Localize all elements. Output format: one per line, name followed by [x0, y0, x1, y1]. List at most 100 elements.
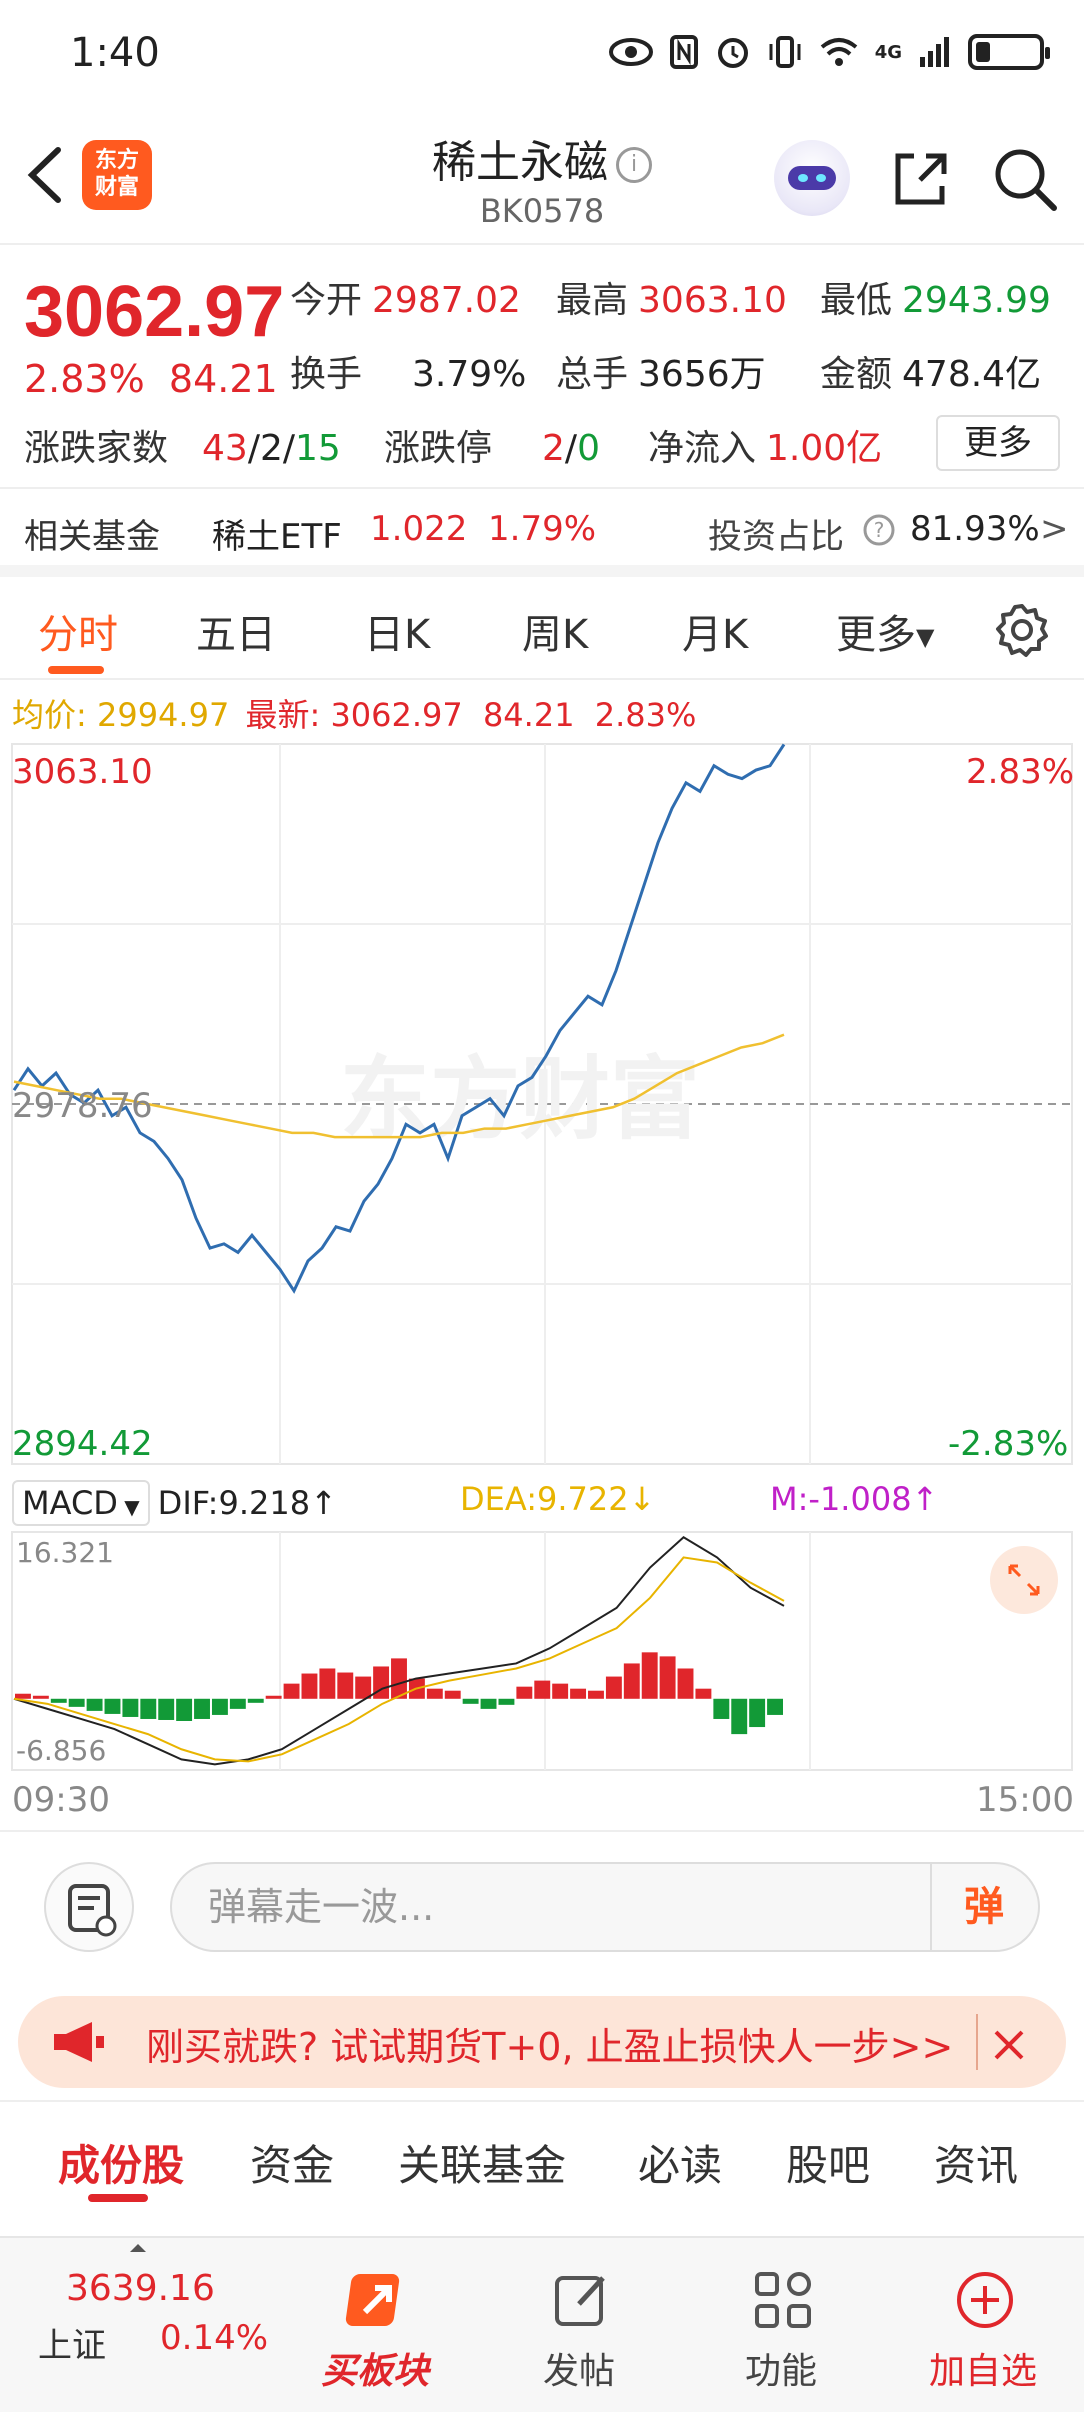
macd-ymin-label: -6.856 — [16, 1734, 107, 1767]
period-tabs: 分时 五日 日K 周K 月K 更多▼ — [0, 580, 1084, 680]
promo-banner[interactable]: 刚买就跌? 试试期货T+0, 止盈止损快人一步>> — [18, 1996, 1066, 2088]
macd-lines — [13, 1536, 785, 1766]
macd-bar — [50, 1698, 67, 1703]
low-value: 2943.99 — [902, 280, 1051, 321]
expand-icon — [1008, 1564, 1040, 1596]
limit-up: 2 — [542, 428, 565, 469]
tab-more[interactable]: 更多▼ — [836, 602, 934, 660]
macd-bar — [695, 1688, 712, 1699]
expand-button[interactable] — [990, 1546, 1058, 1614]
tab-minute[interactable]: 分时 — [38, 612, 118, 658]
macd-bar — [373, 1666, 390, 1699]
nav-buy-sector[interactable]: 买板块 — [290, 2238, 460, 2412]
comment-bar: 弹幕走一波... 弹 — [0, 1830, 1084, 1980]
open-label: 今开 — [290, 280, 363, 321]
limit-cell: 涨跌停 2/0 — [384, 428, 600, 469]
gear-icon[interactable] — [994, 602, 1050, 658]
avg-value: 2994.97 — [96, 696, 230, 734]
macd-bar — [552, 1683, 569, 1699]
macd-bar — [444, 1690, 461, 1699]
tab-monthly-k[interactable]: 月K — [682, 612, 749, 658]
macd-bar — [534, 1680, 551, 1699]
dif-label: DIF:9.218 — [157, 1484, 311, 1522]
macd-bar — [319, 1668, 336, 1699]
adv-count: 43 — [202, 428, 248, 469]
flat-count: 2 — [259, 428, 283, 469]
share-icon[interactable] — [890, 148, 950, 208]
help-icon[interactable]: ? — [862, 513, 896, 547]
macd-bar — [588, 1690, 604, 1699]
ctab-active-indicator — [88, 2194, 148, 2202]
dea-line — [13, 1556, 785, 1763]
tab-must-read[interactable]: 必读 — [638, 2141, 723, 2190]
x-start-label: 09:30 — [12, 1780, 110, 1820]
assistant-robot-icon[interactable] — [774, 140, 850, 216]
vibrate-icon — [769, 36, 801, 68]
macd-bar — [283, 1683, 300, 1699]
advdec-cell: 涨跌家数 43/2/15 — [24, 428, 341, 469]
tab-related-funds[interactable]: 关联基金 — [398, 2141, 567, 2190]
watermark-text: 东方财富 — [340, 1047, 700, 1152]
plus-circle-icon — [957, 2272, 1013, 2328]
macd-bar — [86, 1698, 103, 1711]
volume-value: 3656万 — [638, 354, 766, 395]
tab-weekly-k[interactable]: 周K — [522, 612, 589, 658]
promo-text: 刚买就跌? 试试期货T+0, 止盈止损快人一步>> — [146, 2025, 954, 2069]
nav-add-watchlist-label: 加自选 — [928, 2351, 1037, 2392]
macd-bar — [176, 1698, 193, 1721]
nav-add-watchlist[interactable]: 加自选 — [898, 2238, 1068, 2412]
tab-daily-k[interactable]: 日K — [364, 612, 431, 658]
netflow-cell: 净流入 1.00亿 — [648, 419, 882, 471]
caret-down-icon: ▼ — [117, 1495, 140, 1519]
index-name: 上证 — [38, 2326, 106, 2366]
macd-bar — [605, 1676, 622, 1699]
latest-label: 最新: — [245, 696, 321, 734]
related-fund-row[interactable]: 相关基金 稀土ETF 1.022 1.79% 投资占比 ? 81.93% > — [0, 487, 1084, 577]
more-button[interactable]: 更多 — [936, 415, 1060, 471]
logo-text-1: 东方 — [94, 148, 139, 173]
fund-pct: 1.79% — [488, 509, 597, 549]
nav-functions[interactable]: 功能 — [696, 2238, 866, 2412]
macd-bar — [301, 1673, 318, 1699]
megaphone-icon — [54, 2022, 104, 2062]
close-button[interactable] — [976, 2014, 1032, 2070]
quote-panel: 3062.97 2.83% 84.21 今开 2987.02 最高 3063.10 … — [0, 247, 1084, 577]
macd-bar — [659, 1656, 676, 1699]
back-button[interactable] — [20, 140, 80, 210]
intraday-chart[interactable]: 东方财富 — [0, 740, 1084, 1800]
battery-icon — [968, 34, 1050, 70]
search-icon[interactable] — [992, 146, 1058, 212]
macd-bar — [158, 1698, 175, 1720]
danmu-send-button[interactable]: 弹 — [930, 1864, 1036, 1950]
network-type: 4G — [874, 41, 902, 63]
macd-bar — [713, 1698, 730, 1719]
macd-selector[interactable]: MACD ▼ — [12, 1480, 150, 1526]
macd-bar — [677, 1668, 694, 1699]
nav-post[interactable]: 发帖 — [494, 2238, 664, 2412]
price-lines — [12, 743, 786, 1294]
app-logo[interactable]: 东方 财富 — [82, 140, 152, 210]
macd-bar — [104, 1698, 121, 1714]
danmu-input[interactable]: 弹幕走一波... — [170, 1862, 1040, 1952]
close-icon — [994, 2030, 1024, 2060]
macd-selector-label: MACD — [22, 1484, 118, 1522]
macd-bar — [265, 1695, 282, 1699]
danmu-settings-button[interactable] — [44, 1862, 134, 1952]
tab-funds-flow[interactable]: 资金 — [250, 2141, 335, 2190]
m-label: M:-1.008 — [770, 1480, 912, 1518]
macd-bar — [355, 1676, 372, 1699]
tab-constituents[interactable]: 成份股 — [58, 2141, 185, 2190]
price-grid — [11, 743, 1073, 1465]
y-mid-label: 2978.76 — [12, 1086, 153, 1126]
tab-five-day[interactable]: 五日 — [196, 612, 276, 658]
info-icon[interactable]: i — [616, 147, 652, 183]
price-change: 2.83% 84.21 — [24, 357, 278, 401]
macd-bar — [15, 1693, 31, 1699]
tab-forum[interactable]: 股吧 — [786, 2141, 871, 2190]
price-line — [12, 743, 786, 1294]
dif-line — [13, 1536, 785, 1766]
low-cell: 最低 2943.99 — [820, 271, 1051, 323]
status-icons: 4G — [608, 34, 1050, 70]
tab-news[interactable]: 资讯 — [934, 2141, 1019, 2190]
status-bar: 1:40 4G — [0, 0, 1084, 110]
